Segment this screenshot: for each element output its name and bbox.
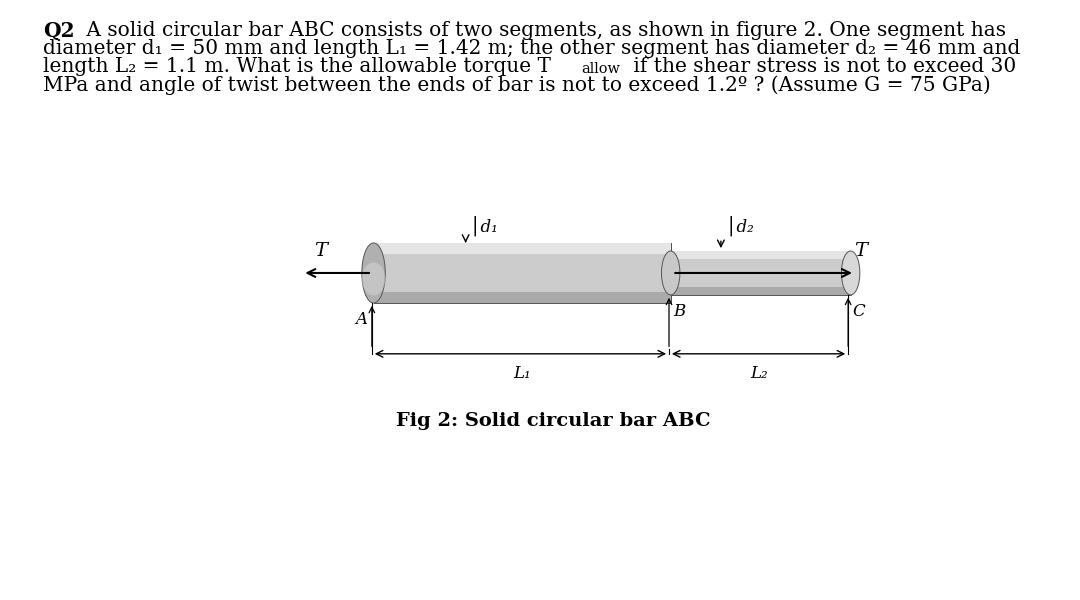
Text: A: A — [355, 311, 367, 328]
Bar — [374, 243, 671, 303]
Text: diameter d₁ = 50 mm and length L₁ = 1.42 m; the other segment has diameter d₂ = : diameter d₁ = 50 mm and length L₁ = 1.42… — [43, 39, 1021, 58]
Ellipse shape — [841, 251, 860, 295]
Text: B: B — [673, 303, 686, 320]
Ellipse shape — [661, 251, 680, 295]
Text: L₁: L₁ — [513, 365, 530, 382]
Text: MPa and angle of twist between the ends of bar is not to exceed 1.2º ? (Assume G: MPa and angle of twist between the ends … — [43, 75, 991, 95]
Bar — [671, 251, 851, 259]
Ellipse shape — [362, 262, 386, 295]
Text: length L₂ = 1.1 m. What is the allowable torque T: length L₂ = 1.1 m. What is the allowable… — [43, 57, 551, 76]
Text: L₂: L₂ — [750, 365, 768, 382]
Text: ⎪d₁: ⎪d₁ — [469, 215, 499, 236]
Text: T: T — [854, 242, 867, 260]
Text: T: T — [314, 242, 327, 260]
Text: if the shear stress is not to exceed 30: if the shear stress is not to exceed 30 — [627, 57, 1016, 76]
Text: Fig 2: Solid circular bar ABC: Fig 2: Solid circular bar ABC — [396, 412, 711, 430]
Bar — [374, 243, 671, 254]
Text: C: C — [852, 303, 865, 320]
Bar — [374, 292, 671, 303]
Text: A solid circular bar ABC consists of two segments, as shown in figure 2. One seg: A solid circular bar ABC consists of two… — [80, 21, 1005, 40]
Text: Q2: Q2 — [43, 21, 75, 41]
Text: ⎪d₂: ⎪d₂ — [725, 215, 754, 236]
Bar — [671, 287, 851, 295]
Bar — [671, 251, 851, 295]
Text: allow: allow — [581, 62, 620, 76]
Ellipse shape — [362, 243, 386, 303]
